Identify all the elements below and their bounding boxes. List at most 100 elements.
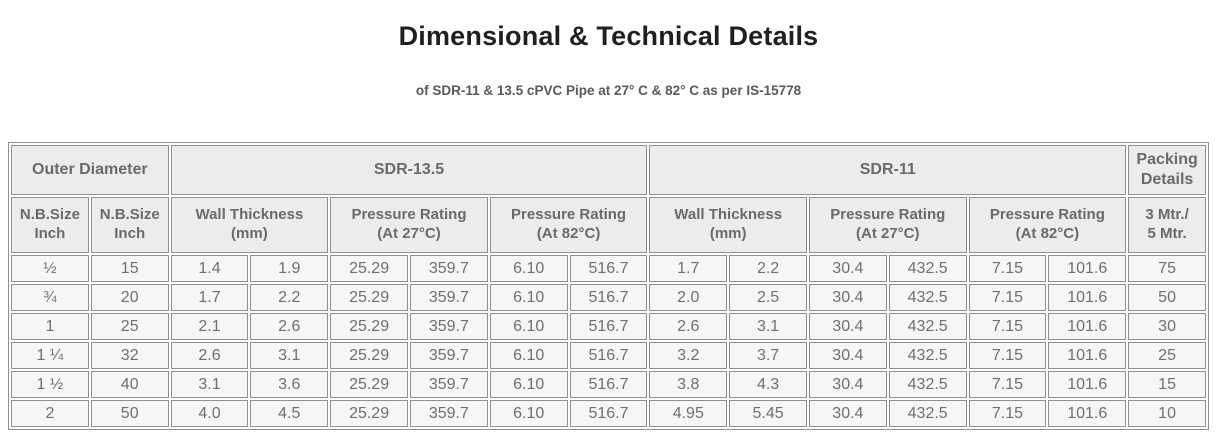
header-pressure-82c-sdr135: Pressure Rating (At 82°C) [489, 197, 648, 253]
table-body: ½ 15 1.4 1.9 25.29 359.7 6.10 516.7 1.7 2.2 30.4 43… [11, 255, 1206, 427]
table-cell: 7.15 [968, 284, 1047, 311]
table-cell: 15 [1128, 371, 1206, 398]
table-cell: 432.5 [888, 400, 967, 427]
table-cell: 4.5 [250, 400, 329, 427]
header-pressure-27c-sdr135: Pressure Rating (At 27°C) [330, 197, 488, 253]
table-cell: 432.5 [888, 255, 967, 282]
table-cell: 25.29 [330, 400, 408, 427]
table-cell: 40 [90, 371, 169, 398]
table-cell: 30.4 [808, 284, 887, 311]
table-cell: 25 [90, 313, 169, 340]
table-cell: 359.7 [409, 371, 488, 398]
table-cell: 432.5 [888, 284, 967, 311]
table-cell: 359.7 [409, 342, 488, 369]
table-cell: 30.4 [808, 400, 887, 427]
table-cell: 7.15 [968, 255, 1047, 282]
table-cell: 1 ¼ [11, 342, 89, 369]
table-cell: 6.10 [489, 342, 568, 369]
table-cell: 101.6 [1048, 371, 1127, 398]
table-cell: 6.10 [489, 313, 568, 340]
table-cell: 101.6 [1048, 342, 1127, 369]
table-cell: 30.4 [808, 255, 887, 282]
table-cell: 4.0 [170, 400, 249, 427]
table-cell: 516.7 [569, 284, 648, 311]
table-cell: 2.2 [729, 255, 807, 282]
table-cell: 101.6 [1048, 255, 1127, 282]
table-cell: 2.6 [250, 313, 329, 340]
table-row: 1 ¼ 32 2.6 3.1 25.29 359.7 6.10 516.7 3.2 3.7 30.4… [11, 342, 1206, 369]
table-cell: 2 [11, 400, 89, 427]
table-cell: 3.6 [250, 371, 329, 398]
table-cell: ¾ [11, 284, 89, 311]
table-cell: 2.6 [649, 313, 728, 340]
table-row: 1 ½ 40 3.1 3.6 25.29 359.7 6.10 516.7 3.8 4.3 30.4… [11, 371, 1206, 398]
table-cell: 432.5 [888, 313, 967, 340]
table-cell: 101.6 [1048, 313, 1127, 340]
table-cell: 32 [90, 342, 169, 369]
table-row: ½ 15 1.4 1.9 25.29 359.7 6.10 516.7 1.7 2.2 30.4 43… [11, 255, 1206, 282]
table-cell: 6.10 [489, 284, 568, 311]
table-cell: 2.6 [170, 342, 249, 369]
table-cell: 101.6 [1048, 400, 1127, 427]
table-cell: 516.7 [569, 255, 648, 282]
header-sdr-11: SDR-11 [649, 145, 1127, 195]
table-cell: 5.45 [729, 400, 807, 427]
table-cell: 50 [1128, 284, 1206, 311]
table-cell: 1 ½ [11, 371, 89, 398]
table-row: 1 25 2.1 2.6 25.29 359.7 6.10 516.7 2.6 3.1 30.4 43… [11, 313, 1206, 340]
table-cell: 3.1 [170, 371, 249, 398]
column-header-row: N.B.Size Inch N.B.Size Inch Wall Thickne… [11, 197, 1206, 253]
table-cell: 50 [90, 400, 169, 427]
table-cell: 25.29 [330, 313, 408, 340]
table-cell: 7.15 [968, 342, 1047, 369]
table-cell: 516.7 [569, 371, 648, 398]
table-cell: 432.5 [888, 371, 967, 398]
table-cell: 1.9 [250, 255, 329, 282]
table-cell: 30.4 [808, 313, 887, 340]
table-cell: 3.7 [729, 342, 807, 369]
header-packing-details: Packing Details [1128, 145, 1206, 195]
table-cell: 2.0 [649, 284, 728, 311]
table-cell: 25.29 [330, 371, 408, 398]
table-cell: 516.7 [569, 400, 648, 427]
header-nb-size-inch-1: N.B.Size Inch [11, 197, 89, 253]
table-cell: 516.7 [569, 342, 648, 369]
table-cell: 1.4 [170, 255, 249, 282]
table-header: Outer Diameter SDR-13.5 SDR-11 Packing D… [11, 145, 1206, 253]
table-cell: 7.15 [968, 313, 1047, 340]
table-cell: 4.3 [729, 371, 807, 398]
table-cell: 30 [1128, 313, 1206, 340]
table-cell: 3.1 [729, 313, 807, 340]
table-cell: 359.7 [409, 255, 488, 282]
table-cell: 25 [1128, 342, 1206, 369]
header-nb-size-inch-2: N.B.Size Inch [90, 197, 169, 253]
table-cell: 3.8 [649, 371, 728, 398]
table-cell: 7.15 [968, 400, 1047, 427]
table-cell: 15 [90, 255, 169, 282]
header-sdr-13-5: SDR-13.5 [170, 145, 648, 195]
table-cell: 6.10 [489, 371, 568, 398]
table-cell: 75 [1128, 255, 1206, 282]
header-outer-diameter: Outer Diameter [11, 145, 169, 195]
table-cell: 2.2 [250, 284, 329, 311]
table-cell: 30.4 [808, 342, 887, 369]
table-cell: 359.7 [409, 284, 488, 311]
group-header-row: Outer Diameter SDR-13.5 SDR-11 Packing D… [11, 145, 1206, 195]
header-packing-length: 3 Mtr./ 5 Mtr. [1128, 197, 1206, 253]
header-pressure-27c-sdr11: Pressure Rating (At 27°C) [808, 197, 967, 253]
table-cell: 1 [11, 313, 89, 340]
table-row: 2 50 4.0 4.5 25.29 359.7 6.10 516.7 4.95 5.45 30.4… [11, 400, 1206, 427]
table-cell: 6.10 [489, 255, 568, 282]
header-wall-thickness-sdr11: Wall Thickness (mm) [649, 197, 807, 253]
page-title: Dimensional & Technical Details [398, 21, 819, 51]
table-cell: 101.6 [1048, 284, 1127, 311]
table-cell: 2.5 [729, 284, 807, 311]
table-cell: 3.2 [649, 342, 728, 369]
table-cell: 10 [1128, 400, 1206, 427]
table-cell: 25.29 [330, 284, 408, 311]
table-cell: 4.95 [649, 400, 728, 427]
table-cell: 25.29 [330, 342, 408, 369]
table-cell: 359.7 [409, 400, 488, 427]
header-wall-thickness-sdr135: Wall Thickness (mm) [170, 197, 329, 253]
